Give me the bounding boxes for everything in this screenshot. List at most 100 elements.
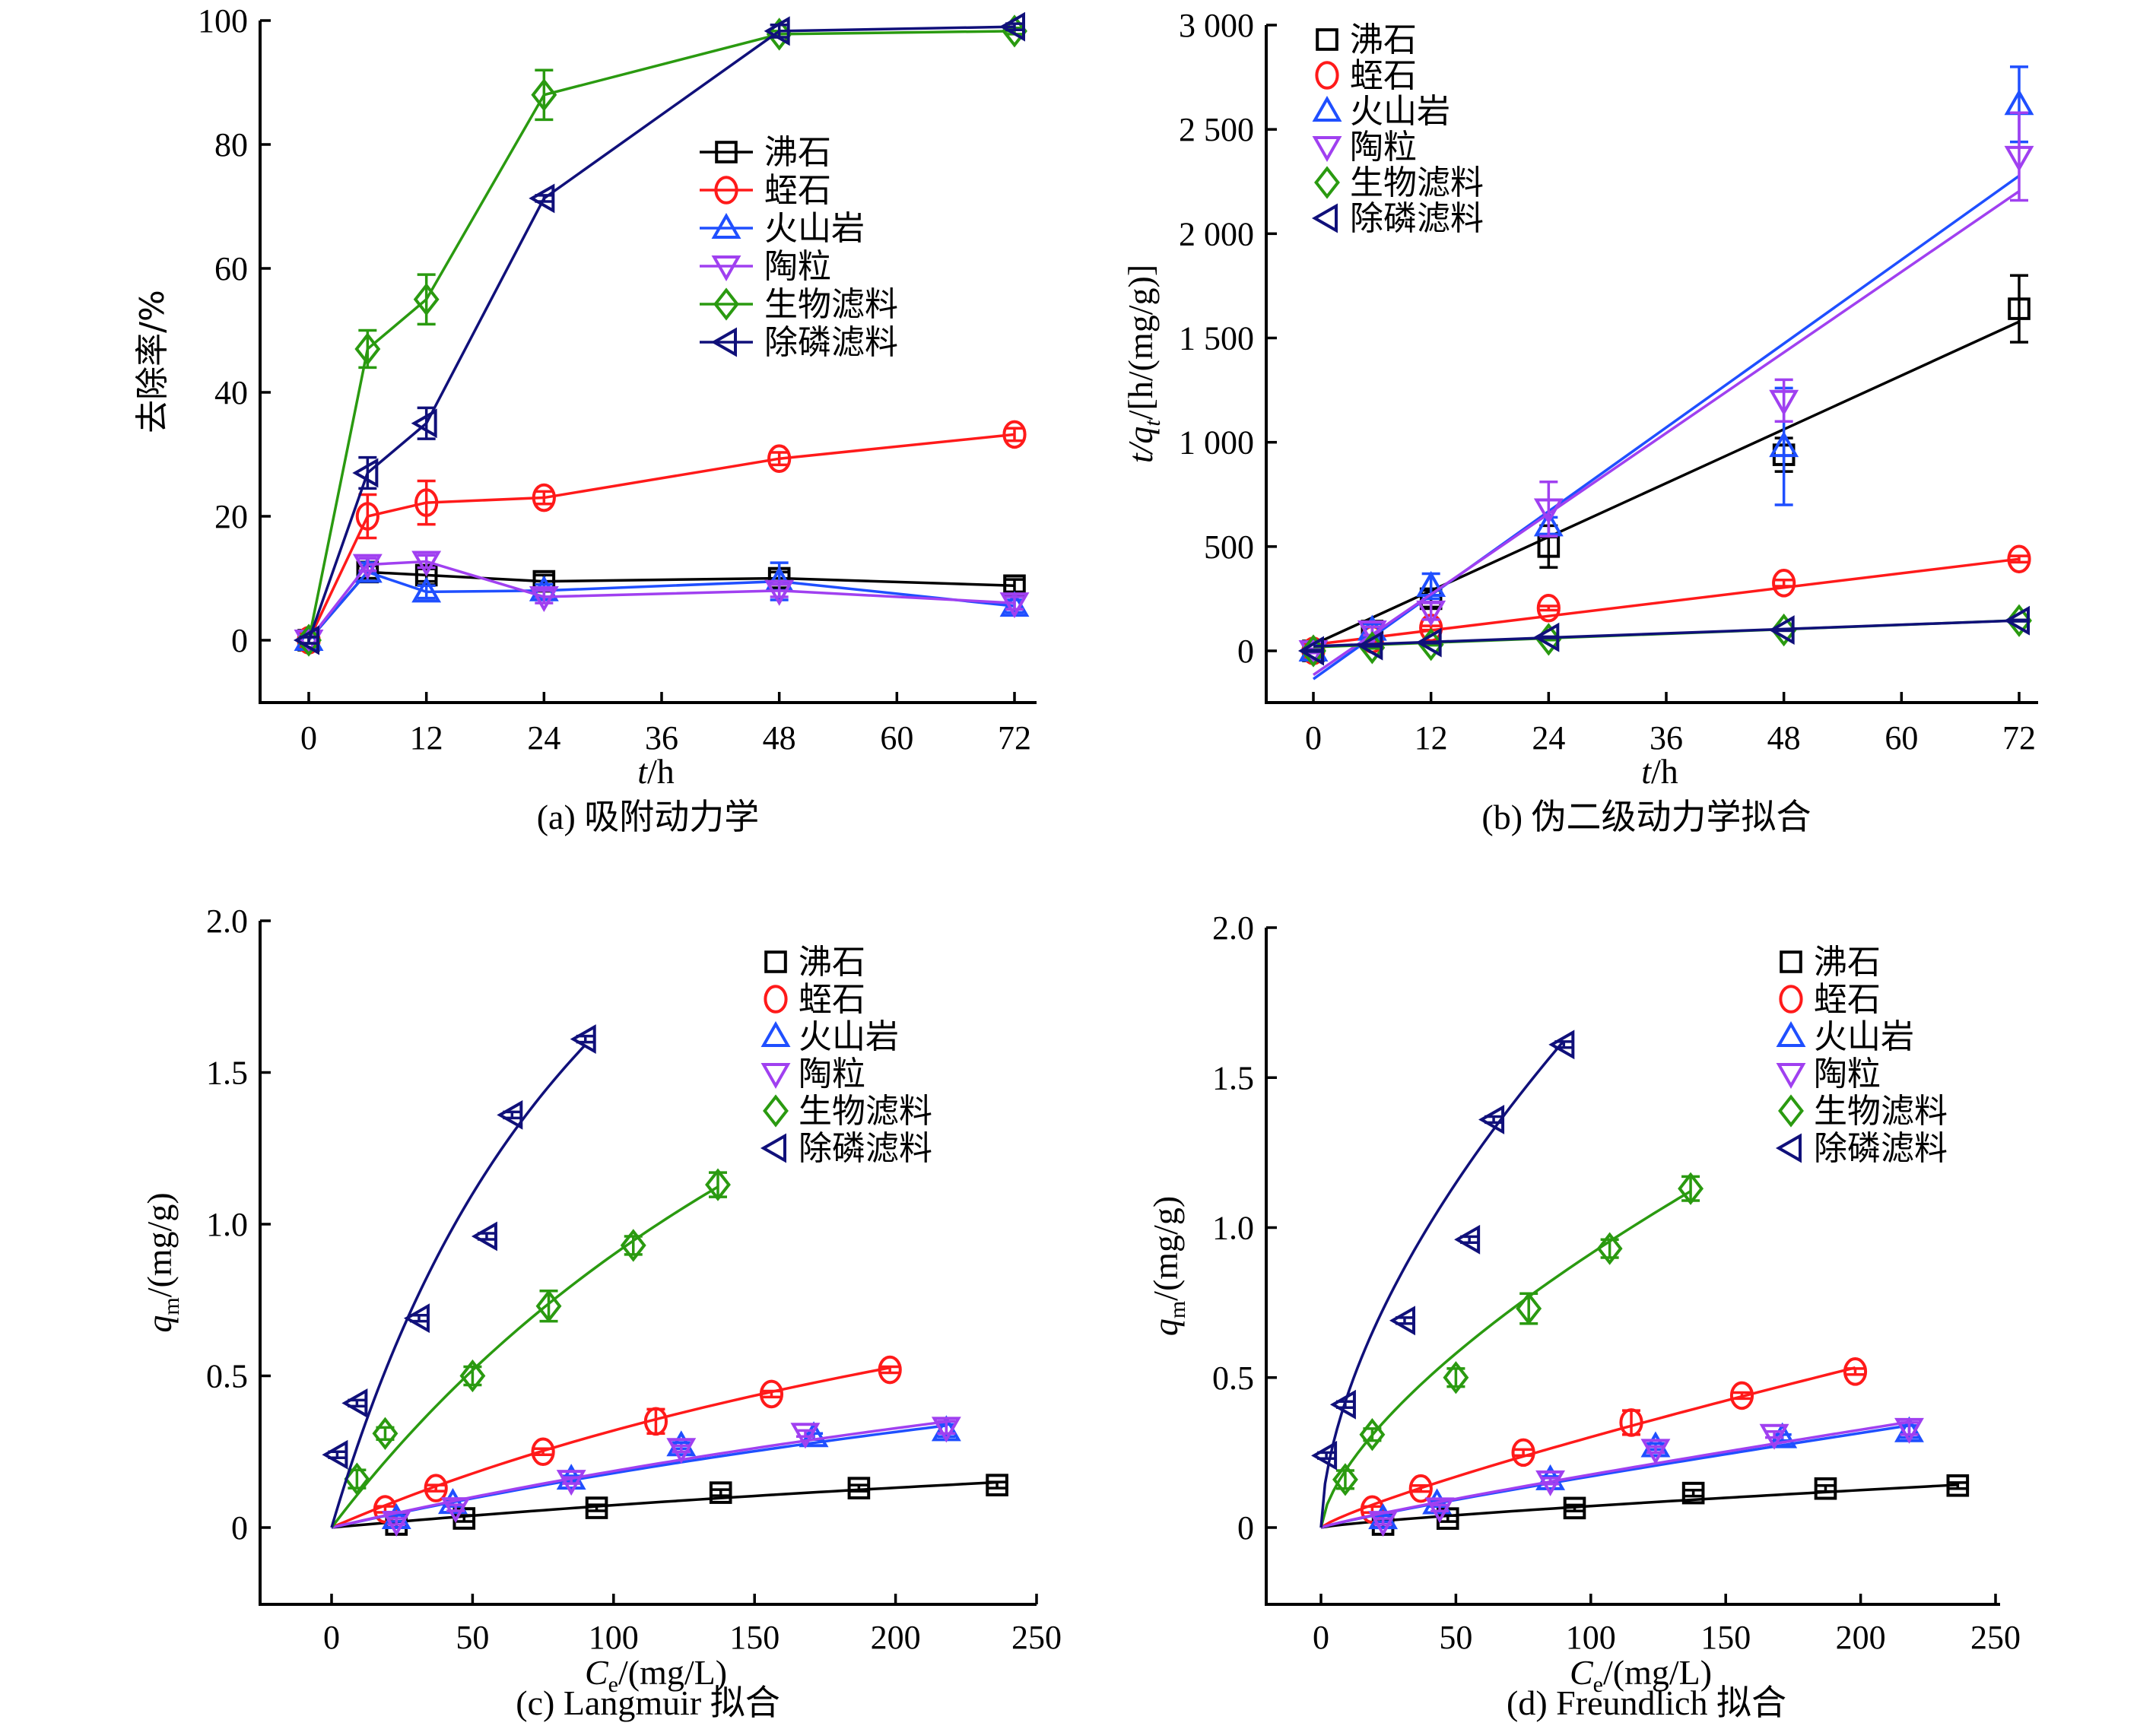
legend-marker — [1780, 950, 1802, 973]
legend-label: 蛭石 — [1814, 980, 1881, 1019]
fit-line — [330, 1043, 586, 1528]
y-tick-label: 60 — [214, 250, 248, 287]
series-1 — [1301, 544, 2031, 665]
error-bar — [2010, 554, 2028, 564]
fit-line — [330, 1185, 719, 1529]
data-point — [1511, 1438, 1535, 1467]
axes-frame — [1265, 928, 2000, 1606]
data-point — [1536, 593, 1561, 623]
x-tick-label: 150 — [729, 1619, 780, 1656]
error-bar — [1363, 643, 1382, 648]
data-point — [1548, 1030, 1575, 1060]
error-bar — [1900, 1421, 1919, 1436]
error-bar — [1684, 1488, 1703, 1498]
x-axis-label-symbol: t — [1641, 752, 1652, 791]
legend-label: 火山岩 — [1814, 1017, 1914, 1056]
x-tick-label: 50 — [1439, 1619, 1472, 1656]
series-3 — [294, 550, 1030, 656]
data-point — [381, 1511, 411, 1537]
error-bar — [358, 455, 377, 490]
data-point — [764, 579, 795, 606]
legend-label: 沸石 — [764, 133, 831, 172]
legend-marker — [764, 985, 788, 1014]
error-bar — [708, 1171, 727, 1198]
y-tick-label: 2 500 — [1179, 111, 1254, 148]
data-point — [403, 1303, 430, 1334]
data-point — [2006, 604, 2032, 637]
data-point — [381, 1502, 411, 1530]
legend-label: 沸石 — [1814, 943, 1881, 982]
error-bar — [1304, 649, 1322, 653]
series-5 — [293, 11, 1025, 655]
y-tick-label: 20 — [214, 498, 248, 535]
data-point — [1332, 1463, 1358, 1496]
data-point — [352, 554, 383, 580]
panel-caption: (a) 吸附动力学 — [537, 798, 760, 836]
y-axis-label-symbol: q — [1146, 1318, 1185, 1336]
data-point — [1002, 420, 1027, 449]
x-tick-label: 48 — [763, 719, 796, 757]
legend-label: 生物滤料 — [1814, 1092, 1948, 1131]
legend-marker — [1311, 203, 1338, 233]
data-point — [1768, 615, 1795, 646]
data-point — [1769, 431, 1799, 458]
x-axis-label-unit: /h — [1651, 752, 1678, 791]
data-point — [620, 1229, 646, 1262]
y-tick-label: 1 000 — [1179, 424, 1254, 462]
x-axis-label-symbol: C — [585, 1653, 609, 1692]
data-point — [1516, 1292, 1542, 1325]
legend-label: 火山岩 — [1350, 92, 1450, 131]
error-bar — [762, 1389, 781, 1399]
data-point — [413, 283, 440, 316]
error-bar — [1519, 1292, 1538, 1325]
data-point — [570, 1024, 596, 1055]
data-point — [1415, 627, 1442, 658]
data-point — [759, 1379, 784, 1409]
error-bar — [988, 1480, 1007, 1490]
data-point — [666, 1438, 697, 1464]
series-5 — [1311, 1030, 1575, 1528]
legend-marker — [711, 255, 741, 282]
data-point — [2008, 297, 2031, 320]
y-tick-label: 3 000 — [1179, 7, 1254, 44]
data-point — [497, 1099, 523, 1130]
x-tick-label: 0 — [1313, 1619, 1329, 1656]
data-point — [411, 408, 437, 439]
fit-line — [331, 1424, 947, 1529]
error-bar — [417, 584, 436, 600]
y-tick-label: 40 — [214, 374, 248, 411]
y-tick-label: 0 — [1237, 1509, 1254, 1547]
x-axis-label: Ce/(mg/L) — [585, 1653, 727, 1697]
x-tick-label: 72 — [998, 719, 1031, 757]
error-bar — [1421, 640, 1440, 645]
legend-marker — [1779, 985, 1803, 1014]
x-tick-label: 72 — [2002, 719, 2036, 757]
fit-line — [331, 1420, 947, 1529]
data-point — [847, 1477, 871, 1499]
y-tick-label: 500 — [1204, 528, 1254, 566]
y-axis-label-unit: /[h/(mg/g)] — [1121, 265, 1160, 420]
legend-marker — [1776, 1020, 1806, 1047]
error-bar — [881, 1365, 900, 1375]
data-point — [1814, 1477, 1837, 1500]
x-tick-label: 100 — [589, 1619, 639, 1656]
data-point — [1678, 1172, 1704, 1205]
legend-marker — [713, 287, 739, 321]
data-point — [1767, 1422, 1798, 1448]
data-point — [1357, 630, 1383, 661]
x-tick-label: 36 — [1650, 719, 1683, 757]
y-axis-label-unit: /(mg/g) — [140, 1192, 179, 1297]
legend-label: 生物滤料 — [1350, 163, 1484, 202]
data-point — [666, 1430, 697, 1457]
error-bar — [417, 273, 436, 326]
legend-label: 沸石 — [1350, 21, 1417, 59]
data-point — [931, 1417, 961, 1443]
data-point — [1946, 1474, 1970, 1497]
series-line — [307, 25, 1015, 641]
x-axis-label-unit: /(mg/L) — [1603, 1653, 1712, 1692]
error-bar — [1774, 578, 1793, 588]
series-2 — [331, 1415, 961, 1530]
legend-marker — [1778, 1094, 1804, 1128]
data-point — [531, 1437, 555, 1467]
data-point — [556, 1470, 586, 1496]
